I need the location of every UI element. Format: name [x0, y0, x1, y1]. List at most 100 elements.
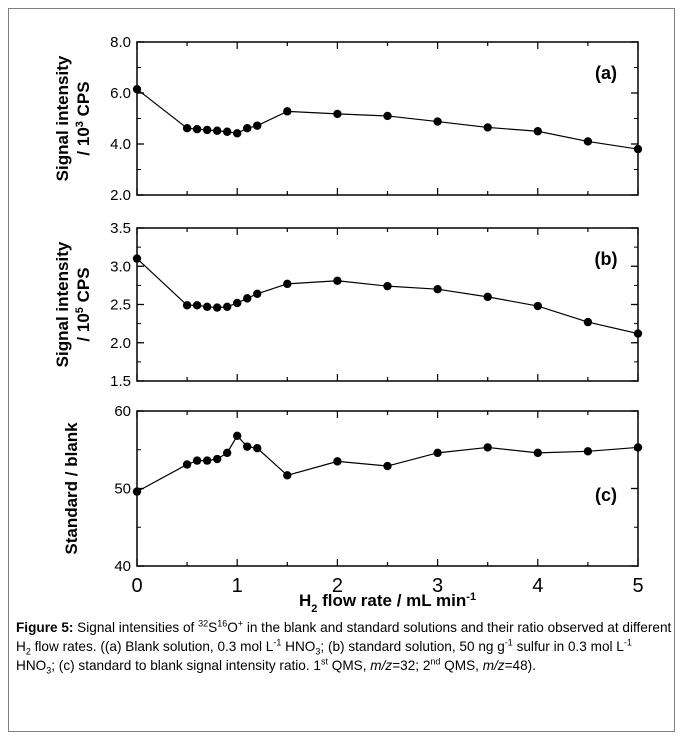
data-point	[212, 126, 222, 135]
panel-label: (c)	[595, 485, 617, 505]
caption-sup: -1	[273, 637, 282, 648]
data-point	[192, 456, 202, 465]
y-axis-unit: / 105 CPS	[74, 267, 93, 341]
x-tick-label: 1	[232, 575, 243, 597]
data-point	[202, 456, 212, 465]
x-tick-label: 2	[332, 575, 343, 597]
caption-text: ; (c) standard to blank signal intensity…	[51, 658, 321, 673]
caption-sup: -1	[623, 637, 632, 648]
data-point	[633, 329, 643, 338]
data-point	[233, 298, 242, 308]
data-point	[222, 448, 232, 458]
data-point	[202, 302, 212, 311]
caption-text: QMS,	[440, 658, 483, 673]
data-point	[333, 109, 342, 119]
data-point	[222, 127, 232, 136]
x-tick-label: 0	[131, 575, 142, 597]
y-axis-label: Standard / blank	[62, 422, 81, 555]
data-point	[483, 123, 492, 132]
y-tick-label: 8.0	[110, 34, 131, 51]
panel-2: 1.5 2.0 2.5 3.0 3.5 (b) Signal intensity/ 105 …	[53, 220, 643, 390]
panel-label: (a)	[595, 63, 617, 83]
caption-text: ; (b) standard solution, 50 ng g	[320, 639, 505, 654]
data-point	[333, 276, 342, 285]
data-point	[583, 447, 593, 456]
data-point	[132, 487, 142, 496]
panel-1: 2.0 4.0 6.0 8.0 (a) Signal intensity/ 103 CPS	[53, 34, 643, 204]
data-point	[202, 125, 212, 135]
caption-sup: nd	[430, 656, 441, 667]
data-point	[583, 137, 593, 146]
caption-lead: Figure 5:	[16, 620, 74, 635]
data-point	[583, 317, 593, 327]
y-tick-label: 2.0	[110, 335, 131, 352]
caption-text: QMS,	[328, 658, 371, 673]
data-point	[253, 289, 262, 298]
caption-text: =32; 2	[392, 658, 431, 673]
data-point	[192, 125, 202, 134]
y-tick-label: 60	[114, 403, 131, 420]
y-tick-label: 40	[114, 558, 131, 575]
y-tick-label: 2.5	[110, 297, 131, 314]
plot-frame	[136, 227, 639, 382]
data-point	[212, 454, 222, 464]
data-point	[243, 294, 252, 303]
data-point	[433, 117, 442, 126]
y-unit-exp: 5	[74, 307, 86, 313]
y-axis-label: Signal intensity	[53, 241, 72, 367]
data-point	[182, 123, 192, 133]
y-tick-label: 50	[114, 481, 131, 498]
y-tick-label: 3.5	[110, 220, 131, 237]
caption-sup: +	[237, 618, 244, 629]
caption-sup: 16	[217, 618, 228, 629]
x-tick-label: 4	[532, 575, 543, 597]
caption-text: flow rates. ((a) Blank solution, 0.3 mol…	[30, 639, 274, 654]
x-label-sub: 2	[311, 603, 317, 615]
data-point	[433, 285, 442, 294]
data-point	[233, 431, 242, 440]
panel-label: (b)	[595, 249, 618, 269]
data-point	[283, 279, 292, 289]
caption-italic: m/z	[482, 658, 505, 673]
x-tick-label: 3	[432, 575, 443, 597]
y-tick-label: 6.0	[110, 85, 131, 102]
data-point	[383, 281, 392, 291]
data-point	[533, 448, 542, 458]
figure-frame	[8, 8, 675, 732]
plot-frame	[136, 410, 639, 567]
caption-sub: 2	[25, 646, 31, 657]
data-point	[132, 84, 142, 94]
data-point	[283, 107, 292, 116]
figure-caption: Figure 5: Signal intensities of 32S16O+ …	[16, 618, 672, 675]
y-unit-suffix: CPS	[74, 267, 93, 307]
caption-sup: st	[320, 656, 328, 667]
caption-text: HNO	[16, 658, 47, 673]
data-point	[633, 144, 643, 154]
figure-chart: 2.04.06.08.0(a)Signal intensity/ 103 CPS…	[53, 34, 644, 615]
y-unit-exp: 3	[74, 121, 86, 127]
data-point	[253, 121, 262, 130]
y-axis-unit: / 103 CPS	[74, 81, 93, 155]
data-point	[233, 129, 242, 138]
x-label-rest: flow rate / mL min	[317, 591, 466, 610]
data-point	[222, 302, 232, 311]
caption-text: S	[208, 620, 218, 635]
caption-text: =48).	[504, 658, 536, 673]
data-point	[333, 457, 342, 466]
y-tick-label: 3.0	[110, 258, 131, 275]
caption-sup: -1	[504, 637, 513, 648]
x-label-main: H	[299, 591, 311, 610]
caption-italic: m/z	[370, 658, 393, 673]
x-axis-label: H2 flow rate / mL min-1	[299, 591, 476, 615]
data-point	[132, 254, 142, 263]
caption-text: HNO	[281, 639, 316, 654]
caption-sup: 32	[198, 618, 209, 629]
data-point	[182, 301, 192, 310]
data-point	[212, 303, 222, 312]
data-point	[283, 471, 292, 480]
x-label-exp: -1	[466, 591, 476, 603]
x-tick-label: 5	[632, 575, 643, 597]
data-point	[182, 460, 192, 469]
series-line	[136, 258, 639, 335]
